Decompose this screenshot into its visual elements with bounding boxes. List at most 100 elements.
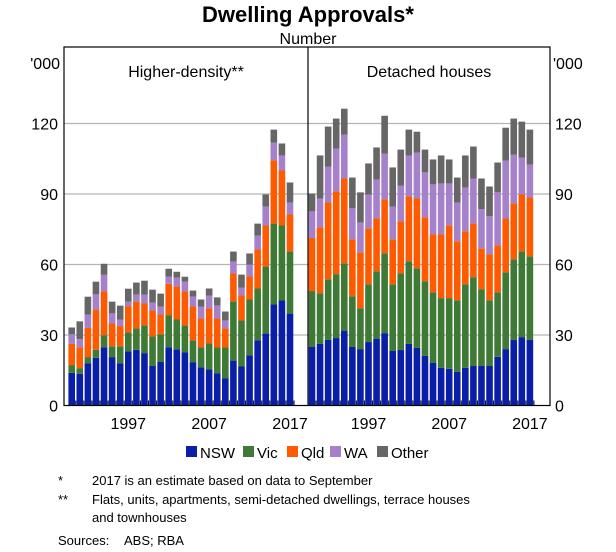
bar-qld-2000 xyxy=(389,239,396,285)
bar-wa-2004 xyxy=(181,281,189,292)
bar-other-1997 xyxy=(124,288,132,302)
bar-vic-1993 xyxy=(92,349,100,358)
bar-qld-2001 xyxy=(157,314,164,335)
bar-wa-2008 xyxy=(453,202,461,242)
bar-other-2002 xyxy=(165,268,173,277)
bar-qld-2005 xyxy=(189,306,197,341)
bar-wa-2003 xyxy=(413,152,421,199)
bar-wa-2001 xyxy=(157,306,164,315)
bar-vic-2016 xyxy=(518,251,526,338)
footnote-2-mark: ** xyxy=(58,492,68,507)
bar-other-1991 xyxy=(76,321,84,340)
bar-vic-2000 xyxy=(389,284,396,351)
bar-other-2013 xyxy=(494,162,501,193)
bar-nsw-1999 xyxy=(381,333,388,406)
bar-vic-1995 xyxy=(349,296,356,347)
bar-nsw-2000 xyxy=(389,350,396,406)
bar-qld-1990 xyxy=(68,343,75,366)
bar-wa-2016 xyxy=(518,157,526,195)
bar-wa-2002 xyxy=(405,155,413,197)
bar-nsw-2014 xyxy=(502,349,509,406)
bar-nsw-1997 xyxy=(365,342,372,406)
bar-vic-2003 xyxy=(413,268,421,348)
bar-wa-2009 xyxy=(462,187,469,232)
bar-other-2003 xyxy=(173,271,181,278)
bar-wa-2017 xyxy=(526,164,534,198)
legend-swatch-other xyxy=(377,446,388,457)
bar-vic-2001 xyxy=(397,273,405,351)
bar-wa-1991 xyxy=(316,198,324,228)
bar-wa-2007 xyxy=(205,295,213,309)
bar-nsw-2004 xyxy=(421,355,429,406)
bar-nsw-2006 xyxy=(197,367,205,406)
bar-other-2009 xyxy=(222,311,229,321)
panel-title-detached-houses: Detached houses xyxy=(367,64,492,81)
bar-wa-2011 xyxy=(478,209,485,249)
y-tick-label-right: 0 xyxy=(555,399,564,416)
x-tick-label: 1997 xyxy=(351,416,387,433)
bar-other-1991 xyxy=(316,155,324,199)
bar-qld-2014 xyxy=(262,225,270,267)
bar-nsw-2009 xyxy=(462,367,469,406)
bar-vic-1991 xyxy=(316,293,324,344)
bar-wa-2005 xyxy=(189,296,197,307)
bar-vic-2008 xyxy=(453,300,461,372)
bar-wa-1994 xyxy=(340,134,348,179)
bar-wa-1997 xyxy=(124,301,132,307)
bar-nsw-1996 xyxy=(357,349,364,406)
bar-wa-2012 xyxy=(486,216,493,255)
bar-vic-2005 xyxy=(429,292,437,363)
bar-nsw-2015 xyxy=(270,304,278,406)
bar-other-2005 xyxy=(189,290,197,297)
bar-vic-2015 xyxy=(510,259,518,340)
bar-vic-1990 xyxy=(68,365,75,373)
bar-qld-1991 xyxy=(316,227,324,294)
bar-vic-2008 xyxy=(213,347,221,374)
bar-other-2011 xyxy=(478,178,485,210)
bar-qld-2002 xyxy=(405,196,413,262)
bar-other-1992 xyxy=(84,296,92,315)
bar-other-2017 xyxy=(526,129,534,165)
bar-other-1994 xyxy=(100,263,108,275)
bar-qld-2005 xyxy=(429,234,437,293)
bar-other-2008 xyxy=(453,177,461,203)
bar-nsw-2015 xyxy=(510,339,518,406)
bar-wa-2006 xyxy=(197,306,205,319)
bar-nsw-2005 xyxy=(189,362,197,406)
bar-wa-2011 xyxy=(238,287,245,296)
bar-other-1990 xyxy=(68,327,75,335)
bar-other-1998 xyxy=(133,282,140,295)
legend: NSW Vic Qld WA Other xyxy=(186,445,429,462)
bar-qld-2016 xyxy=(518,194,526,252)
footnote-1-text: 2017 is an estimate based on data to Sep… xyxy=(92,473,373,488)
bar-qld-2006 xyxy=(197,318,205,348)
bar-qld-1999 xyxy=(141,303,148,326)
bar-qld-2010 xyxy=(230,273,237,302)
bar-wa-2008 xyxy=(213,305,221,319)
bar-vic-2004 xyxy=(181,325,189,353)
bar-nsw-1993 xyxy=(332,338,340,406)
bar-qld-1995 xyxy=(108,323,116,347)
bar-qld-2010 xyxy=(470,223,477,278)
bar-vic-1992 xyxy=(324,279,332,340)
bar-vic-2004 xyxy=(421,281,429,356)
bar-vic-2005 xyxy=(189,340,197,363)
bar-wa-2013 xyxy=(254,235,261,250)
bar-vic-1990 xyxy=(308,291,316,347)
bar-nsw-2010 xyxy=(470,366,477,406)
bar-nsw-1990 xyxy=(68,372,75,406)
bar-wa-2016 xyxy=(278,155,286,171)
bar-other-2002 xyxy=(405,129,413,156)
y-tick-label-right: 90 xyxy=(555,187,573,204)
bar-other-2000 xyxy=(149,289,156,303)
bar-wa-1999 xyxy=(381,153,388,200)
bar-wa-2013 xyxy=(494,192,501,246)
bar-other-2007 xyxy=(205,288,213,296)
bar-nsw-1999 xyxy=(141,353,148,406)
bar-nsw-2013 xyxy=(494,356,501,406)
legend-swatch-nsw xyxy=(186,446,197,457)
bar-qld-2007 xyxy=(445,225,453,299)
y-tick-label-left: 60 xyxy=(40,258,58,275)
bar-nsw-2016 xyxy=(278,300,286,406)
